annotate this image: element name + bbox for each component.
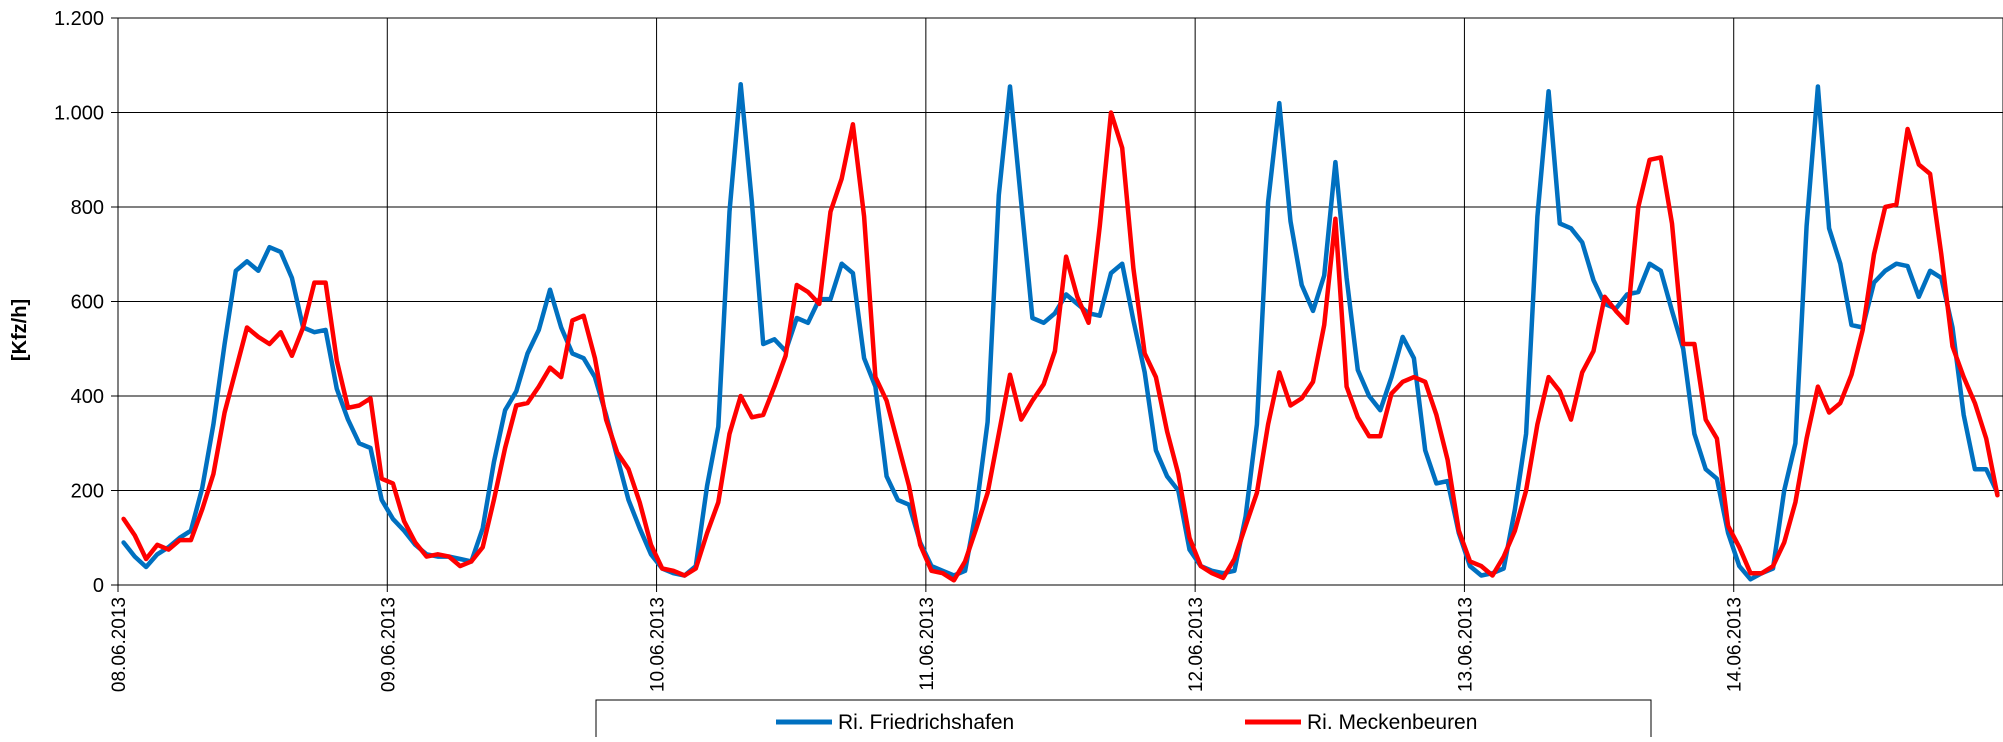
x-tick-label: 10.06.2013 [648,597,669,692]
y-tick-label: 400 [71,386,104,408]
x-tick-label: 08.06.2013 [109,597,130,692]
x-tick-label: 12.06.2013 [1186,597,1207,692]
legend-label: Ri. Friedrichshafen [838,711,1014,734]
x-tick-label: 13.06.2013 [1455,597,1476,692]
y-tick-label: 600 [71,292,104,314]
x-tick-label: 14.06.2013 [1725,597,1746,692]
y-axis-label: [Kfz/h] [9,299,31,361]
y-tick-label: 0 [93,575,104,597]
x-tick-label: 11.06.2013 [917,597,938,691]
y-axis-label-group: [Kfz/h] [9,299,31,361]
legend: Ri. Friedrichshafen Ri. Meckenbeuren [596,700,1651,737]
legend-label: Ri. Meckenbeuren [1307,711,1477,734]
y-tick-label: 1.200 [54,8,104,30]
y-tick-label: 800 [71,197,104,219]
y-tick-label: 200 [71,481,104,503]
y-tick-label: 1.000 [54,103,104,125]
legend-box [596,700,1651,737]
x-tick-label: 09.06.2013 [378,597,399,692]
